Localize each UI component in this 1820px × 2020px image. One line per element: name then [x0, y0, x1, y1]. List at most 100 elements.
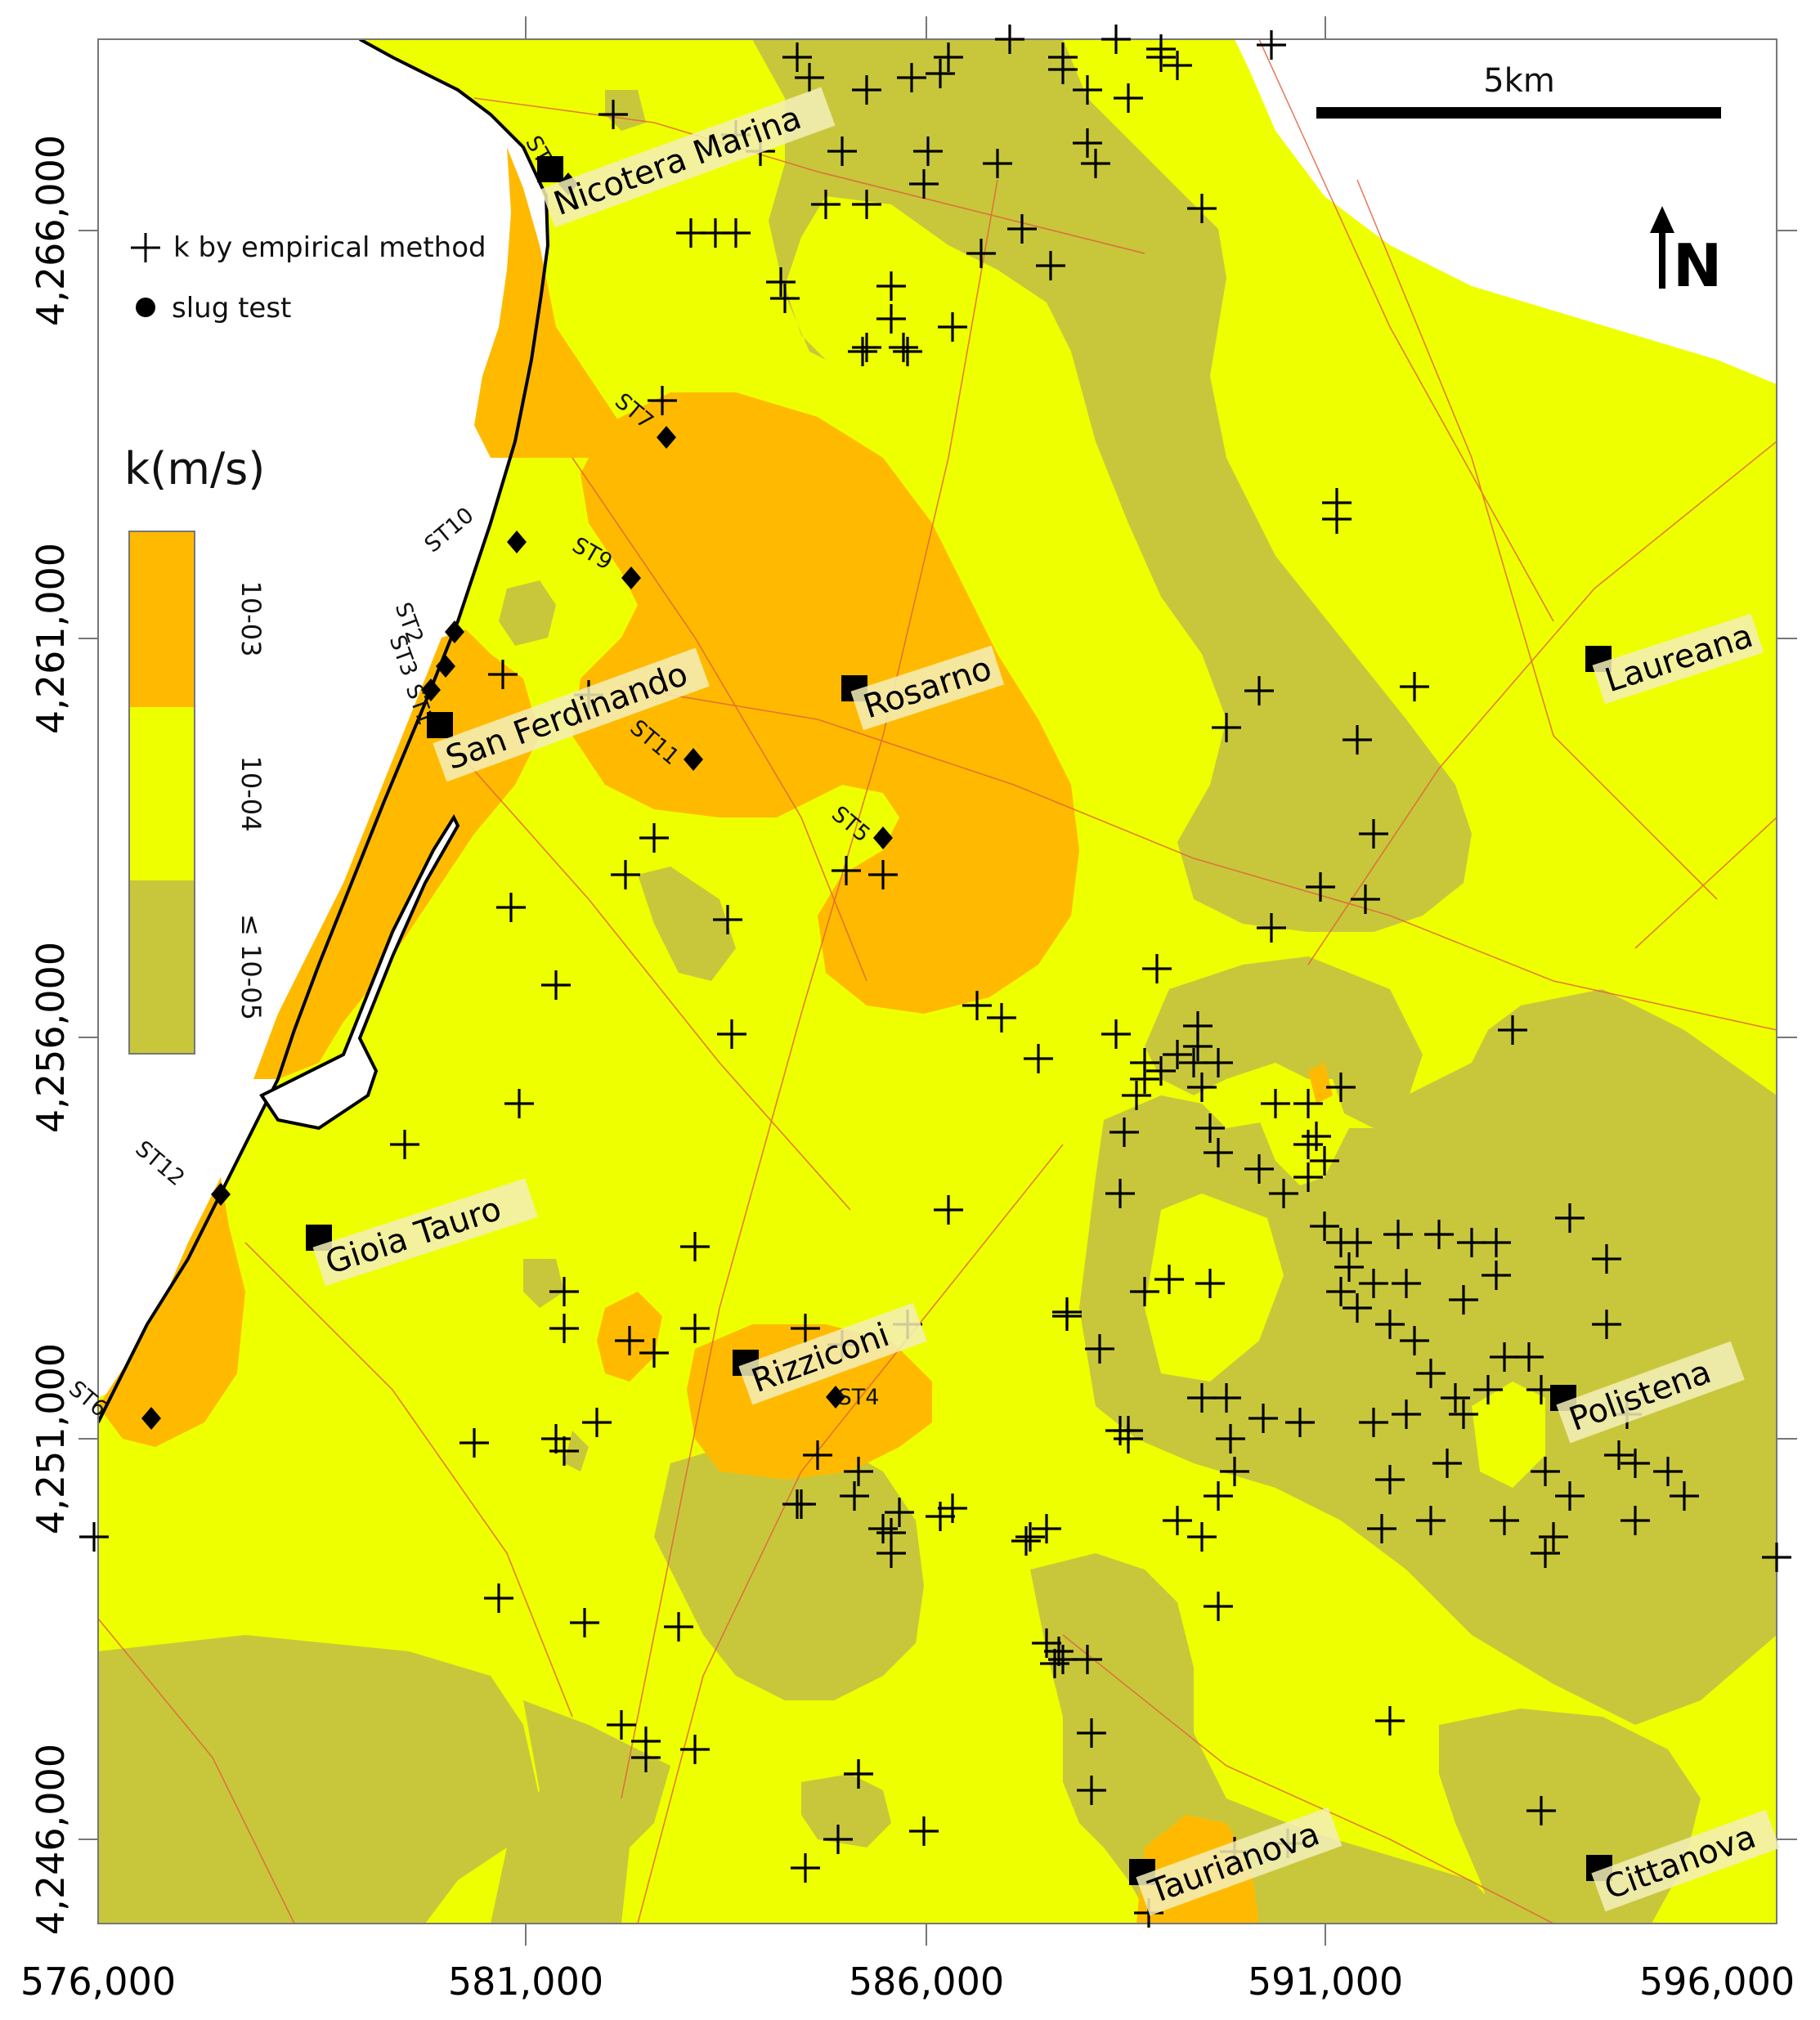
- legend-swatch-high: [129, 531, 195, 707]
- empirical-k-point: [1392, 1400, 1421, 1429]
- town-square-icon: [427, 712, 453, 738]
- y-tick-label: 4,261,000: [29, 543, 73, 734]
- empirical-k-point: [79, 1522, 109, 1552]
- empirical-k-point: [1498, 1015, 1527, 1045]
- dot-icon: [657, 426, 676, 449]
- empirical-k-point: [1163, 1506, 1192, 1535]
- x-tick-label: 586,000: [849, 1960, 1004, 2004]
- empirical-k-point: [598, 100, 628, 129]
- y-tick-label: 4,246,000: [29, 1744, 73, 1935]
- legend-class-low: ≤ 10-05: [235, 914, 267, 1020]
- legend: k by empirical method slug test k(m/s) 1…: [124, 231, 486, 1055]
- empirical-k-point: [1024, 1044, 1053, 1073]
- empirical-k-point: [1621, 1506, 1650, 1535]
- empirical-k-point: [1482, 1228, 1511, 1257]
- scale-bar: 5km: [1316, 62, 1721, 119]
- empirical-k-point: [1555, 1481, 1585, 1511]
- x-tick-label: 591,000: [1248, 1960, 1403, 2004]
- legend-item-empirical: k by empirical method: [131, 231, 486, 264]
- empirical-k-point: [844, 1759, 873, 1789]
- empirical-k-point: [1359, 819, 1388, 849]
- dot-icon: [136, 298, 155, 317]
- empirical-k-point: [1531, 1539, 1560, 1568]
- empirical-k-point: [1416, 1359, 1446, 1388]
- dot-icon: [421, 679, 441, 701]
- empirical-k-point: [1400, 1326, 1429, 1355]
- y-tick-label: 4,256,000: [29, 942, 73, 1133]
- empirical-k-point: [1310, 1146, 1339, 1176]
- empirical-k-point: [1383, 1220, 1413, 1249]
- x-tick-label: 576,000: [20, 1960, 176, 2004]
- map-area: [97, 38, 1777, 1924]
- empirical-k-point: [795, 63, 824, 92]
- empirical-k-point: [1187, 194, 1217, 223]
- empirical-k-point: [1326, 1073, 1356, 1102]
- low-zones: [98, 39, 1777, 1924]
- empirical-k-point: [1114, 1424, 1143, 1453]
- empirical-k-point: [1293, 1089, 1323, 1118]
- empirical-k-point: [1085, 1334, 1114, 1364]
- empirical-k-point: [1077, 1718, 1106, 1748]
- x-tick-labels: 576,000 581,000 586,000 591,000 596,000: [20, 1960, 1795, 2004]
- dot-icon: [684, 748, 703, 771]
- empirical-k-point: [484, 1583, 513, 1613]
- empirical-k-point: [966, 239, 996, 268]
- empirical-k-point: [1343, 1228, 1372, 1257]
- empirical-k-point: [1007, 214, 1037, 244]
- empirical-k-point: [631, 1743, 661, 1772]
- empirical-k-point: [791, 1853, 820, 1883]
- empirical-k-point: [1142, 954, 1172, 983]
- empirical-k-point: [893, 337, 922, 366]
- empirical-k-point: [1130, 1064, 1159, 1094]
- empirical-k-point: [848, 337, 877, 366]
- empirical-k-point: [909, 1816, 939, 1846]
- empirical-k-point: [1539, 1522, 1568, 1552]
- empirical-k-point: [1204, 1138, 1233, 1167]
- empirical-k-point: [1257, 30, 1286, 60]
- empirical-k-point: [504, 1089, 534, 1118]
- x-tick-label: 596,000: [1639, 1960, 1795, 2004]
- empirical-k-point: [844, 1457, 873, 1486]
- empirical-k-point: [876, 304, 906, 334]
- empirical-k-point: [1101, 1019, 1131, 1049]
- empirical-k-point: [876, 271, 906, 301]
- empirical-k-point: [897, 63, 926, 92]
- empirical-k-point: [1257, 913, 1286, 943]
- empirical-k-point: [1130, 1277, 1159, 1306]
- empirical-k-point: [549, 1436, 579, 1466]
- road-network: [98, 39, 1777, 1924]
- empirical-k-point: [1449, 1400, 1478, 1429]
- empirical-k-point: [1400, 672, 1429, 701]
- empirical-k-point: [1015, 1522, 1045, 1552]
- empirical-k-point: [1269, 1179, 1298, 1208]
- empirical-k-point: [1109, 1117, 1139, 1147]
- empirical-k-point: [717, 1019, 746, 1049]
- empirical-k-point: [1326, 1277, 1356, 1306]
- empirical-k-point: [1359, 1408, 1388, 1437]
- empirical-k-point: [1204, 1481, 1233, 1511]
- empirical-k-point: [680, 1232, 710, 1261]
- y-tick-label: 4,251,000: [29, 1343, 73, 1534]
- legend-swatch-medium: [129, 707, 195, 880]
- empirical-k-point: [827, 137, 857, 166]
- legend-class-medium: 10-04: [235, 756, 267, 832]
- empirical-k-point: [770, 284, 800, 313]
- empirical-k-point: [1048, 55, 1078, 84]
- empirical-k-point: [1322, 504, 1352, 534]
- legend-swatch-low: [129, 880, 195, 1054]
- dot-icon: [873, 826, 893, 849]
- empirical-k-point: [1449, 1285, 1478, 1315]
- empirical-k-point: [549, 1314, 579, 1343]
- empirical-k-point: [1187, 1522, 1217, 1552]
- legend-label-slug: slug test: [172, 292, 291, 325]
- plus-icon: [131, 233, 160, 262]
- empirical-k-point: [721, 218, 751, 248]
- empirical-k-points: [79, 25, 1791, 1928]
- harbour-outline: [259, 813, 460, 1131]
- empirical-k-point: [995, 25, 1024, 54]
- empirical-k-point: [1310, 1212, 1339, 1241]
- empirical-k-point: [1592, 1310, 1621, 1339]
- empirical-k-point: [1163, 1040, 1192, 1069]
- x-axis: [525, 16, 1326, 1946]
- legend-title: k(m/s): [124, 443, 265, 495]
